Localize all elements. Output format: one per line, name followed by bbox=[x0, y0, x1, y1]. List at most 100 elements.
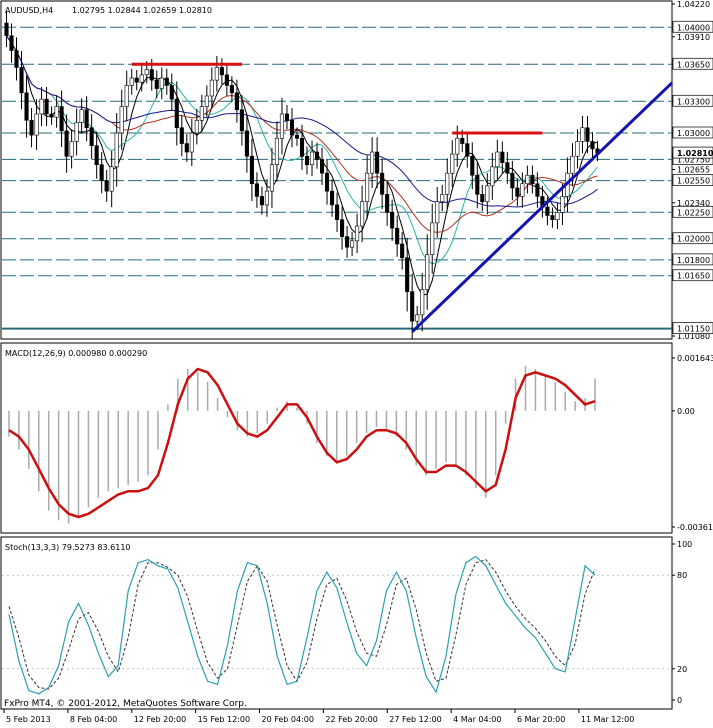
candle-body bbox=[370, 151, 375, 174]
level-label-box bbox=[672, 322, 713, 334]
current-price-box bbox=[672, 146, 713, 159]
candle-body bbox=[149, 69, 154, 81]
candle-body bbox=[164, 77, 169, 86]
ascending-trendline bbox=[411, 81, 674, 333]
level-label-3: 1.03000 bbox=[677, 129, 710, 138]
candle-body bbox=[229, 85, 234, 94]
candle-body bbox=[259, 196, 264, 206]
candle-body bbox=[465, 143, 470, 157]
candle-body bbox=[485, 185, 490, 203]
stoch-tick-label-3: 0 bbox=[677, 696, 682, 705]
candle-body bbox=[545, 206, 550, 216]
candle-body bbox=[299, 137, 305, 157]
candle-body bbox=[515, 187, 520, 197]
candle-body bbox=[194, 120, 199, 134]
candle-body bbox=[294, 134, 300, 139]
candle-body bbox=[4, 22, 9, 37]
time-tick-label-7: 4 Mar 04:00 bbox=[453, 715, 501, 724]
time-tick-label-0: 5 Feb 2013 bbox=[6, 715, 51, 724]
candle-body bbox=[390, 211, 395, 229]
level-label-box bbox=[672, 269, 713, 282]
candle-body bbox=[530, 174, 535, 185]
price-panel: 1.04220 1.03910 1.03650 1.03300 1.03000 1.026… bbox=[2, 0, 713, 341]
candle-body bbox=[139, 74, 144, 83]
candle-body bbox=[585, 127, 590, 142]
candle-body bbox=[435, 201, 440, 224]
candle-body bbox=[309, 151, 315, 166]
candle-body bbox=[104, 180, 109, 192]
candle-body bbox=[234, 92, 239, 111]
candle-body bbox=[224, 74, 229, 86]
candle-body bbox=[335, 204, 340, 220]
candle-body bbox=[345, 236, 350, 248]
candle-body bbox=[460, 137, 465, 144]
candle-body bbox=[59, 106, 64, 132]
candle-body bbox=[179, 127, 184, 144]
level-label-2: 1.03300 bbox=[677, 97, 710, 106]
candle-body bbox=[314, 151, 320, 160]
candle-body bbox=[39, 98, 44, 115]
candle-body bbox=[279, 113, 285, 139]
candle-body bbox=[34, 113, 39, 136]
time-tick-label-1: 8 Feb 04:00 bbox=[70, 715, 117, 724]
candle-body bbox=[575, 141, 580, 157]
level-label-8: 1.01800 bbox=[677, 256, 710, 265]
stoch-panel-frame bbox=[0, 536, 673, 710]
candle-body bbox=[304, 155, 310, 166]
candle-body bbox=[84, 109, 89, 129]
candle-body bbox=[74, 122, 79, 142]
candle-body bbox=[365, 172, 370, 203]
candle-body bbox=[129, 77, 134, 86]
level-label-4: 1.02750 bbox=[677, 155, 710, 164]
level-label-box bbox=[672, 20, 713, 33]
candle-body bbox=[425, 254, 430, 290]
macd-tick-label-1: 0.00 bbox=[677, 407, 695, 416]
candle-body bbox=[360, 201, 365, 227]
candle-body bbox=[505, 162, 510, 174]
ohlc-readout: 1.02795 1.02844 1.02659 1.02810 bbox=[72, 6, 212, 15]
candle-body bbox=[445, 172, 450, 195]
candle-body bbox=[144, 69, 149, 76]
candle-body bbox=[580, 127, 585, 142]
candle-body bbox=[289, 120, 295, 136]
time-tick-label-5: 22 Feb 20:00 bbox=[325, 715, 377, 724]
candle-body bbox=[239, 109, 244, 132]
candle-body bbox=[520, 183, 525, 197]
candle-body bbox=[244, 130, 249, 157]
candle-body bbox=[380, 172, 385, 195]
candle-body bbox=[79, 109, 84, 123]
price-tick-label-6: 1.02340 bbox=[677, 199, 710, 208]
candle-body bbox=[525, 174, 530, 185]
price-tick-label-0: 1.04220 bbox=[677, 0, 710, 9]
candle-body bbox=[184, 143, 189, 153]
candle-body bbox=[44, 98, 49, 115]
candle-body bbox=[450, 153, 455, 174]
candle-body bbox=[440, 194, 445, 203]
price-tick-label-1: 1.03910 bbox=[677, 33, 710, 42]
candle-body bbox=[405, 257, 410, 292]
ma-blue-line bbox=[6, 35, 598, 208]
candle-body bbox=[350, 240, 355, 248]
stoch-main-line bbox=[8, 555, 596, 695]
candle-body bbox=[490, 166, 495, 187]
macd-tick-label-0: 0.001643 bbox=[677, 354, 713, 363]
level-label-box bbox=[672, 94, 713, 107]
candle-body bbox=[29, 120, 34, 136]
candle-body bbox=[174, 98, 179, 129]
candle-body bbox=[455, 137, 460, 155]
candle-body bbox=[114, 132, 119, 168]
candle-body bbox=[269, 164, 275, 192]
level-label-box bbox=[672, 205, 713, 218]
candle-body bbox=[500, 151, 505, 163]
candle-body bbox=[14, 50, 19, 68]
candle-body bbox=[475, 174, 480, 195]
stoch-tick-label-2: 20 bbox=[677, 665, 687, 674]
candle-body bbox=[254, 183, 259, 197]
time-tick-label-8: 6 Mar 20:00 bbox=[517, 715, 565, 724]
candle-body bbox=[199, 106, 204, 121]
time-tick-label-3: 15 Feb 12:00 bbox=[198, 715, 250, 724]
level-label-10: 1.01150 bbox=[677, 325, 710, 334]
candle-body bbox=[119, 106, 124, 134]
candle-body bbox=[274, 137, 280, 166]
